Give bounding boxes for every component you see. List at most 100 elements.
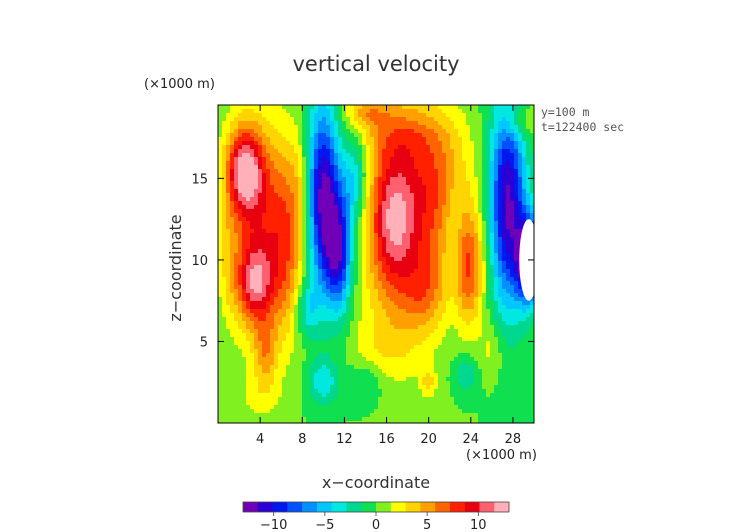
field-cell: [386, 269, 391, 274]
field-cell: [262, 237, 267, 242]
field-cell: [498, 237, 503, 242]
field-cell: [478, 181, 483, 186]
field-cell: [406, 241, 411, 246]
field-cell: [410, 249, 415, 254]
field-cell: [242, 269, 247, 274]
field-cell: [390, 345, 395, 350]
field-cell: [366, 125, 371, 130]
field-cell: [410, 173, 415, 178]
field-cell: [306, 309, 311, 314]
field-cell: [310, 273, 315, 278]
field-cell: [350, 145, 355, 150]
field-cell: [490, 305, 495, 310]
field-cell: [258, 253, 263, 258]
field-cell: [398, 201, 403, 206]
field-cell: [286, 289, 291, 294]
field-cell: [474, 301, 479, 306]
field-cell: [402, 249, 407, 254]
field-cell: [398, 225, 403, 230]
field-cell: [258, 229, 263, 234]
field-cell: [466, 173, 471, 178]
field-cell: [394, 309, 399, 314]
field-cell: [494, 205, 499, 210]
field-cell: [358, 217, 363, 222]
field-cell: [474, 257, 479, 262]
field-cell: [402, 313, 407, 318]
field-cell: [438, 125, 443, 130]
field-cell: [458, 269, 463, 274]
field-cell: [258, 221, 263, 226]
field-cell: [286, 145, 291, 150]
field-cell: [382, 253, 387, 258]
field-cell: [254, 189, 259, 194]
field-cell: [310, 105, 315, 110]
field-cell: [430, 185, 435, 190]
field-cell: [426, 117, 431, 122]
field-cell: [506, 321, 511, 326]
field-cell: [278, 149, 283, 154]
field-cell: [514, 157, 519, 162]
field-cell: [518, 313, 523, 318]
field-cell: [514, 145, 519, 150]
field-cell: [414, 321, 419, 326]
field-cell: [354, 313, 359, 318]
field-cell: [362, 309, 367, 314]
field-cell: [254, 257, 259, 262]
field-cell: [502, 209, 507, 214]
field-cell: [282, 221, 287, 226]
field-cell: [334, 125, 339, 130]
field-cell: [514, 337, 519, 342]
field-cell: [350, 125, 355, 130]
field-cell: [490, 197, 495, 202]
field-cell: [462, 301, 467, 306]
field-cell: [530, 321, 534, 326]
field-cell: [262, 137, 267, 142]
field-cell: [322, 337, 327, 342]
field-cell: [334, 137, 339, 142]
field-cell: [474, 113, 479, 118]
field-cell: [414, 169, 419, 174]
field-cell: [230, 301, 235, 306]
field-cell: [226, 129, 231, 134]
field-cell: [418, 257, 423, 262]
field-cell: [478, 305, 483, 310]
field-cell: [358, 341, 363, 346]
field-cell: [482, 121, 487, 126]
field-cell: [478, 141, 483, 146]
field-cell: [358, 177, 363, 182]
field-cell: [422, 289, 427, 294]
field-cell: [514, 129, 519, 134]
field-cell: [222, 345, 227, 350]
field-cell: [446, 309, 451, 314]
field-cell: [278, 241, 283, 246]
field-cell: [330, 209, 335, 214]
field-cell: [346, 125, 351, 130]
field-cell: [510, 105, 515, 110]
field-cell: [402, 125, 407, 130]
field-cell: [250, 153, 255, 158]
field-cell: [382, 317, 387, 322]
field-cell: [326, 197, 331, 202]
field-cell: [434, 193, 439, 198]
field-cell: [234, 157, 239, 162]
field-cell: [506, 129, 511, 134]
field-cell: [326, 201, 331, 206]
field-cell: [406, 249, 411, 254]
field-cell: [518, 345, 523, 350]
field-cell: [474, 197, 479, 202]
field-cell: [354, 149, 359, 154]
field-cell: [518, 225, 523, 230]
field-cell: [474, 133, 479, 138]
field-cell: [402, 257, 407, 262]
field-cell: [406, 205, 411, 210]
field-cell: [310, 277, 315, 282]
field-cell: [510, 209, 515, 214]
field-cell: [406, 145, 411, 150]
field-cell: [282, 253, 287, 258]
field-cell: [434, 345, 439, 350]
field-cell: [238, 357, 243, 362]
field-cell: [258, 269, 263, 274]
field-cell: [402, 137, 407, 142]
field-cell: [422, 349, 427, 354]
field-cell: [226, 113, 231, 118]
